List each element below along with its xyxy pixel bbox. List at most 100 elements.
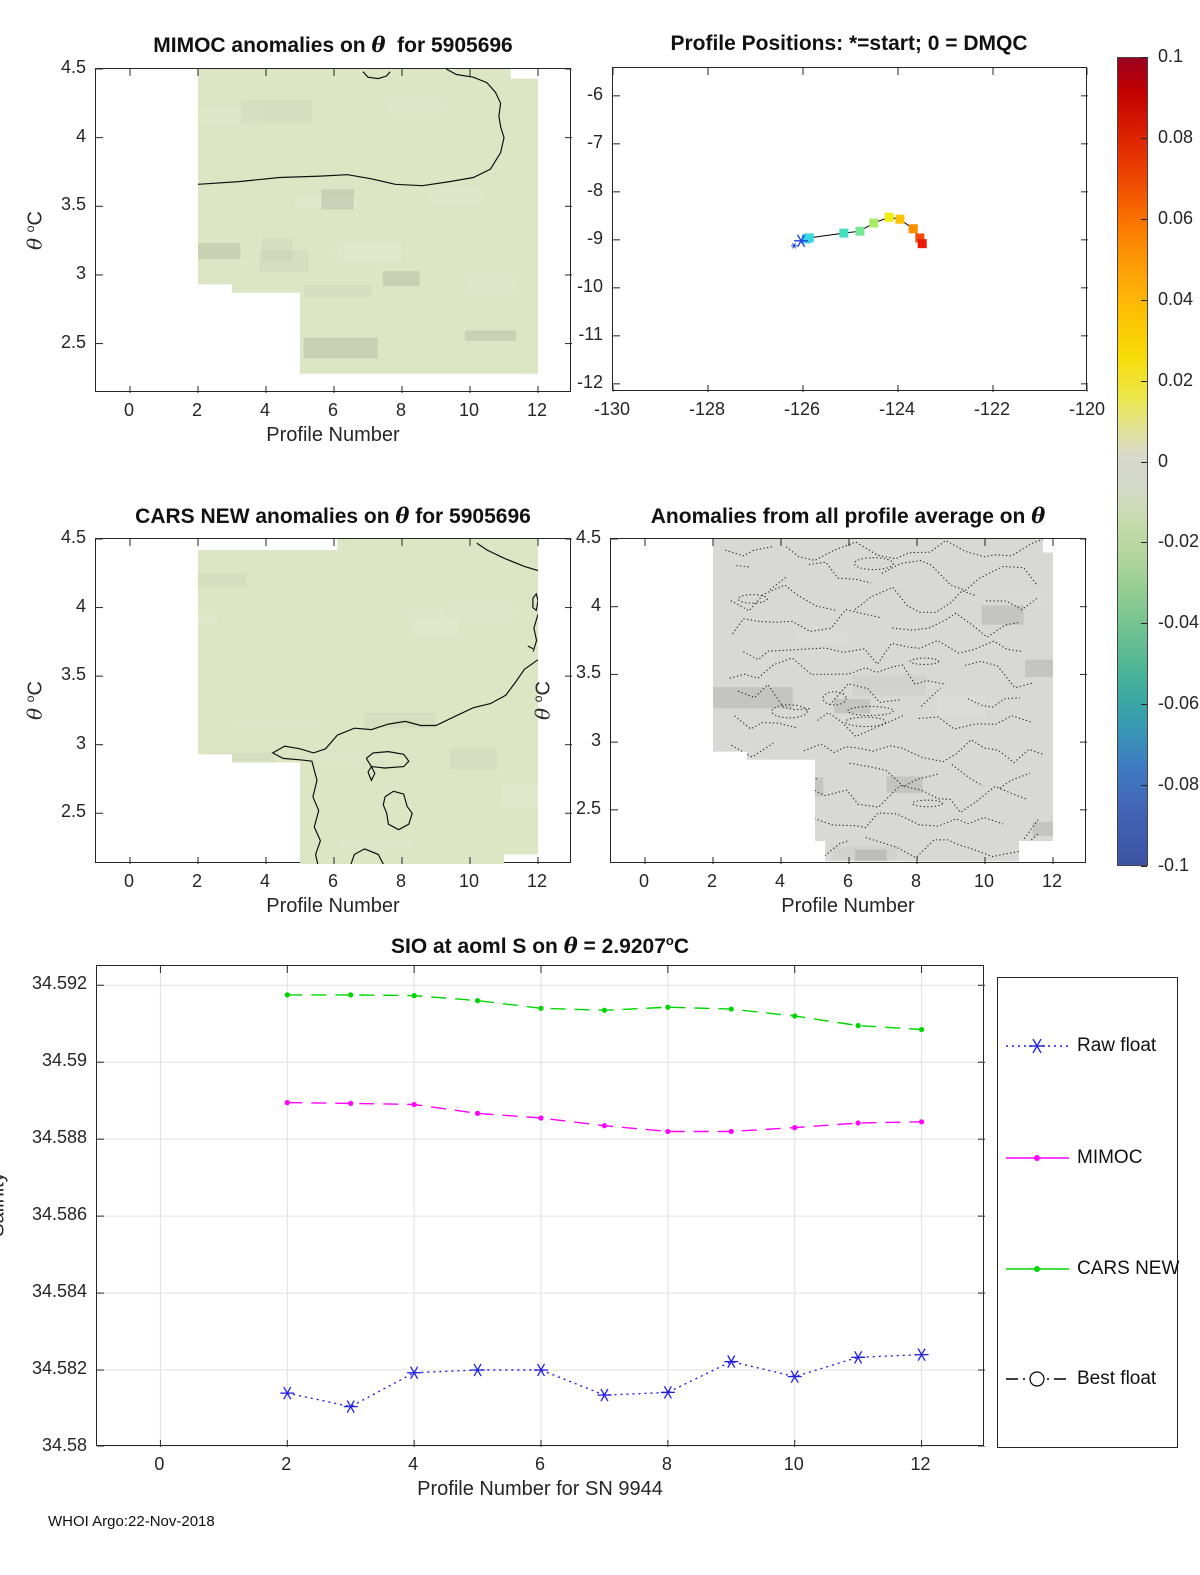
legend-label-raw-float: Raw float [1077,1035,1157,1056]
colorbar-tick-label: 0.1 [1158,46,1184,66]
y-tick-label: 34.592 [31,973,87,994]
y-tick-label: 2.5 [575,797,601,818]
y-tick-label: 4 [590,594,601,615]
y-tick-label: 4 [75,595,86,616]
plot-cars-anomalies [95,538,572,864]
series-line-raw-float [287,1353,922,1408]
x-tick-label: 6 [842,871,853,891]
plot-mimoc-anomalies [95,68,572,393]
asterisk-marker [343,1400,358,1413]
x-tick-label: 12 [526,400,548,420]
y-tick-label: 34.582 [31,1358,87,1379]
plot-title-sio-salinity: SIO at aoml S on θ = 2.9207oC [390,933,690,958]
dot-marker [918,1026,925,1033]
yaxis-label-theta-top-left: θ oC [22,211,47,250]
theta-symbol: θ [563,933,578,958]
x-tick-label: 6 [327,871,338,891]
asterisk-marker [534,1363,548,1377]
dot-marker [665,1004,671,1010]
y-tick-label: 4.5 [60,527,86,547]
dot-marker [348,992,354,998]
x-tick-label: 8 [395,871,406,891]
y-tick-label: 3 [75,732,86,753]
dot-marker [918,1119,925,1125]
dot-marker [728,1128,734,1135]
y-tick-label: 34.58 [41,1435,87,1455]
y-tick-label: 4 [75,125,86,146]
y-tick-label: 4.5 [60,57,86,77]
x-tick-label: -120 [1068,399,1106,419]
x-tick-label: 2 [281,1454,292,1474]
legend-label-cars-new: CARS NEW [1077,1258,1180,1279]
x-tick-label: 10 [973,871,995,891]
colorbar-tick [1141,57,1147,58]
colorbar-tick-label: -0.02 [1158,531,1200,552]
dot-marker [792,1013,798,1019]
colorbar-tick [1141,137,1147,139]
y-tick-label: 3.5 [575,662,601,683]
colorbar-tick-label: -0.04 [1158,612,1200,633]
asterisk-marker [660,1385,675,1399]
yaxis-label-theta-mid-left: θ oC [22,681,47,720]
plot-area [613,68,1088,392]
y-tick-label: 34.59 [41,1050,87,1071]
dot-marker [411,1101,417,1108]
colorbar-tick [1141,623,1147,625]
x-tick-label: 12 [1041,871,1063,891]
plot-sio-salinity [96,965,985,1447]
x-tick-label: 10 [458,400,480,420]
plot-profile-positions [612,67,1088,392]
legend-asterisk-marker [1029,1038,1045,1054]
colorbar [1117,57,1148,866]
profile-position-marker [895,214,905,224]
theta-symbol: θ [395,503,410,528]
plot-area [97,966,985,1447]
dot-marker [601,1007,608,1013]
colorbar-tick-label: -0.1 [1158,855,1190,875]
profile-position-marker [908,224,918,234]
dot-marker [855,1120,861,1126]
profile-position-marker [855,226,865,236]
y-tick-label: 2.5 [60,331,86,352]
y-tick-label: 3.5 [60,194,86,215]
colorbar-tick-label: 0.02 [1158,369,1194,390]
x-tick-label: 4 [774,871,785,891]
dot-marker [855,1023,861,1029]
legend-label-mimoc: MIMOC [1077,1147,1143,1168]
profile-position-marker [804,233,814,243]
x-tick-label: 12 [910,1454,931,1474]
plot-title-cars-anomalies: CARS NEW anomalies on θ for 5905696 [135,503,531,528]
colorbar-tick [1141,542,1147,544]
y-tick-label: 4.5 [575,527,601,547]
y-tick-label: -10 [576,275,603,296]
legend-circle-marker [1029,1371,1045,1387]
y-tick-label: -9 [586,227,603,248]
x-tick-label: 4 [259,871,270,891]
asterisk-marker [280,1386,295,1400]
y-tick-label: 3.5 [60,664,86,685]
asterisk-marker [597,1388,612,1402]
y-tick-label: -11 [578,323,603,344]
asterisk-marker [724,1355,739,1368]
x-tick-label: 6 [534,1454,545,1474]
y-tick-label: 3 [590,730,601,751]
asterisk-marker [914,1348,929,1362]
dot-marker [348,1100,354,1106]
y-tick-label: -7 [586,131,603,152]
x-tick-label: -130 [593,399,631,419]
colorbar-tick [1141,299,1147,301]
x-tick-label: 10 [783,1454,804,1474]
colorbar-tick [1141,785,1147,787]
profile-position-marker [917,239,927,249]
theta-symbol: θ [371,32,386,57]
colorbar-tick [1141,704,1147,706]
x-tick-label: 0 [154,1454,165,1474]
y-tick-label: 3 [75,262,86,283]
yaxis-label-salinity: Salinity [0,1172,9,1237]
colorbar-tick-label: 0.08 [1158,126,1194,147]
legend-dot-marker [1034,1155,1040,1161]
colorbar-tick-label: -0.08 [1158,774,1200,795]
y-tick-label: 34.584 [31,1281,87,1302]
x-tick-label: 4 [408,1454,419,1474]
y-tick-label: 34.588 [31,1127,87,1148]
